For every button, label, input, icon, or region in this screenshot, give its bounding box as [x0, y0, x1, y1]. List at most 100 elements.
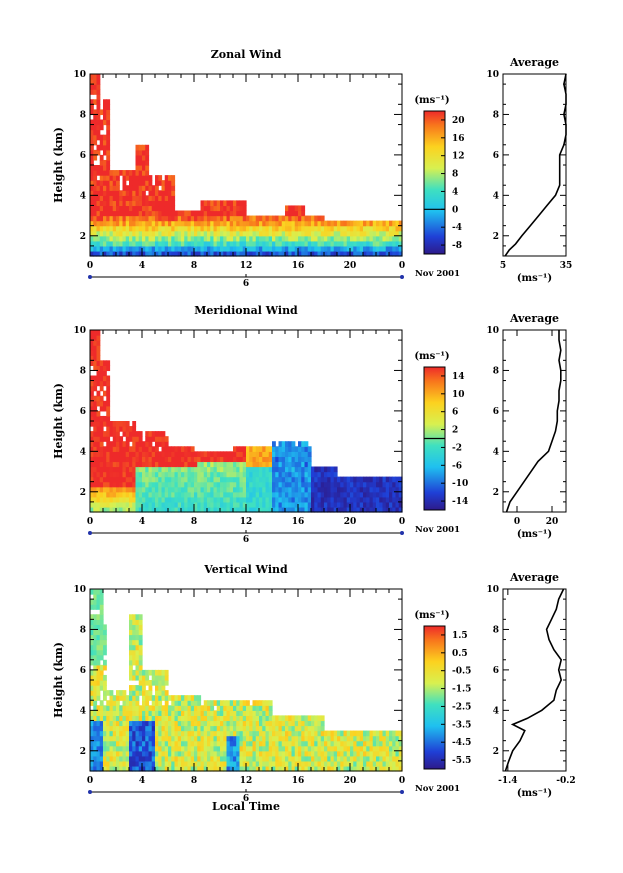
- zonal-average-xtick-label: 35: [560, 261, 573, 271]
- zonal-heatmap-cell: [109, 215, 114, 222]
- vertical-heatmap-cell: [138, 725, 143, 732]
- meridional-heatmap-cell: [307, 456, 312, 463]
- meridional-heatmap-cell: [265, 466, 270, 473]
- meridional-heatmap-cell: [184, 481, 189, 488]
- zonal-heatmap-cell: [132, 240, 137, 247]
- zonal-heatmap-cell: [135, 170, 140, 176]
- zonal-heatmap-cell: [298, 245, 302, 252]
- zonal-heatmap-cell: [181, 225, 185, 232]
- vertical-colorbar-tick-label: -2.5: [452, 702, 471, 712]
- zonal-heatmap-cell: [262, 235, 267, 242]
- vertical-heatmap-cell: [187, 765, 192, 772]
- vertical-heatmap-cell: [210, 720, 215, 727]
- vertical-heatmap-cell: [197, 755, 202, 762]
- vertical-heatmap-cell: [93, 589, 98, 595]
- vertical-heatmap-cell: [148, 750, 153, 757]
- zonal-heatmap-cell: [116, 185, 120, 191]
- meridional-heatmap-cell: [125, 461, 130, 468]
- vertical-heatmap-cell: [138, 760, 143, 767]
- vertical-heatmap-cell: [346, 750, 351, 757]
- meridional-heatmap-cell: [236, 491, 241, 498]
- meridional-average-xtick-label: 0: [514, 517, 520, 527]
- vertical-heatmap-cell: [194, 760, 198, 767]
- meridional-heatmap-cell: [281, 496, 286, 503]
- meridional-heatmap-cell: [148, 446, 153, 452]
- meridional-heatmap-cell: [268, 476, 273, 483]
- vertical-heatmap-cell: [106, 720, 111, 727]
- vertical-heatmap-cell: [356, 735, 361, 742]
- meridional-heatmap-cell: [324, 486, 328, 493]
- vertical-heatmap-cell: [379, 755, 384, 762]
- meridional-heatmap-cell: [301, 491, 306, 498]
- vertical-heatmap-cell: [96, 710, 101, 716]
- vertical-heatmap-cell: [90, 715, 94, 722]
- meridional-heatmap-cell: [106, 506, 111, 513]
- vertical-heatmap-cell: [382, 730, 387, 737]
- zonal-heatmap-cell: [366, 230, 371, 237]
- vertical-heatmap-cell: [145, 730, 150, 737]
- meridional-heatmap-cell: [103, 365, 107, 372]
- vertical-heatmap-cell: [376, 730, 380, 737]
- meridional-heatmap-cell: [311, 481, 315, 488]
- vertical-ytick-label: 4: [80, 706, 86, 716]
- meridional-heatmap-cell: [379, 506, 384, 513]
- meridional-heatmap-cell: [177, 466, 182, 473]
- vertical-heatmap-cell: [142, 700, 146, 706]
- zonal-heatmap-cell: [168, 205, 172, 212]
- zonal-heatmap-cell: [226, 250, 231, 257]
- vertical-heatmap-cell: [340, 765, 345, 772]
- zonal-heatmap-cell: [382, 230, 387, 237]
- meridional-heatmap-cell: [301, 466, 306, 473]
- zonal-heatmap-cell: [346, 250, 351, 257]
- meridional-heatmap-cell: [298, 456, 302, 463]
- vertical-heatmap-cell: [125, 740, 130, 747]
- meridional-heatmap-cell: [197, 496, 202, 503]
- meridional-heatmap-cell: [246, 456, 250, 463]
- zonal-heatmap-cell: [125, 225, 130, 232]
- meridional-heatmap-cell: [216, 496, 221, 503]
- vertical-heatmap-cell: [129, 760, 133, 767]
- vertical-heatmap-cell: [103, 715, 107, 722]
- zonal-heatmap-cell: [285, 240, 289, 247]
- meridional-heatmap-cell: [90, 335, 94, 341]
- zonal-heatmap-cell: [109, 175, 114, 181]
- vertical-heatmap-cell: [340, 745, 345, 752]
- meridional-heatmap-cell: [363, 501, 367, 508]
- vertical-heatmap-cell: [184, 765, 189, 772]
- vertical-heatmap-cell: [93, 685, 98, 691]
- zonal-heatmap-cell: [135, 245, 140, 252]
- meridional-heatmap-cell: [359, 496, 364, 503]
- vertical-heatmap-cell: [272, 725, 276, 732]
- zonal-heatmap-cell: [155, 220, 159, 227]
- meridional-heatmap-cell: [298, 501, 302, 508]
- meridional-heatmap-cell: [181, 461, 185, 468]
- meridional-heatmap-cell: [174, 491, 179, 498]
- vertical-heatmap-cell: [275, 725, 280, 732]
- vertical-heatmap-cell: [320, 765, 325, 772]
- meridional-heatmap-cell: [103, 370, 107, 377]
- zonal-heatmap-cell: [103, 230, 107, 237]
- zonal-heatmap-cell: [93, 109, 98, 116]
- vertical-heatmap-cell: [223, 735, 228, 742]
- zonal-heatmap-cell: [93, 170, 98, 176]
- vertical-heatmap-cell: [168, 735, 172, 742]
- vertical-heatmap-cell: [389, 745, 393, 752]
- vertical-colorbar-tick-label: -0.5: [452, 667, 471, 677]
- meridional-heatmap-cell: [268, 496, 273, 503]
- zonal-heatmap-cell: [272, 215, 276, 222]
- meridional-heatmap-cell: [187, 491, 192, 498]
- zonal-heatmap-cell: [382, 240, 387, 247]
- vertical-heatmap-cell: [93, 629, 98, 636]
- vertical-heatmap-cell: [239, 760, 244, 767]
- vertical-heatmap-cell: [210, 715, 215, 722]
- meridional-heatmap-cell: [171, 491, 176, 498]
- zonal-heatmap-cell: [242, 230, 247, 237]
- vertical-heatmap-cell: [129, 690, 133, 696]
- meridional-heatmap-cell: [93, 431, 98, 437]
- meridional-heatmap-cell: [96, 426, 101, 432]
- vertical-heatmap-cell: [265, 750, 270, 757]
- zonal-heatmap-cell: [103, 149, 107, 156]
- vertical-heatmap-cell: [288, 740, 293, 747]
- meridional-heatmap-cell: [93, 410, 98, 417]
- vertical-heatmap-cell: [294, 720, 299, 727]
